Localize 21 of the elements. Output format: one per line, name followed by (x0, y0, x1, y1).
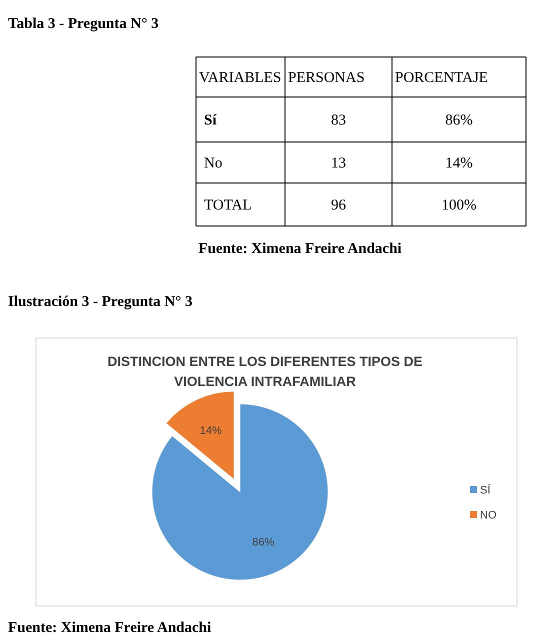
data-label: 14% (200, 424, 222, 437)
text: 100% (442, 198, 476, 214)
text: 86% (445, 112, 473, 128)
text: 83 (331, 112, 346, 128)
legend-label: SÍ (480, 484, 492, 496)
source-note: Fuente: Ximena Freire Andachi (8, 620, 212, 636)
text: Tabla 3 - Pregunta N° 3 (8, 16, 159, 32)
text: VARIABLES (199, 70, 282, 86)
text: No (204, 156, 222, 172)
text: 14% (445, 156, 473, 172)
text: PERSONAS (288, 70, 365, 86)
text: 96 (331, 198, 346, 214)
legend-label: NO (480, 510, 497, 522)
chart-title: DISTINCION ENTRE LOS DIFERENTES TIPOS DE VIOLENCIA INTRAFAMILIAR (107, 354, 423, 389)
text: 13 (331, 156, 346, 172)
text: PORCENTAJE (395, 70, 488, 86)
data-label: 86% (252, 536, 274, 548)
text: Ilustración 3 - Pregunta N° 3 (8, 294, 192, 310)
text: TOTAL (204, 198, 252, 214)
text: Sí (204, 112, 218, 128)
source-note: Fuente: Ximena Freire Andachi (198, 241, 402, 257)
